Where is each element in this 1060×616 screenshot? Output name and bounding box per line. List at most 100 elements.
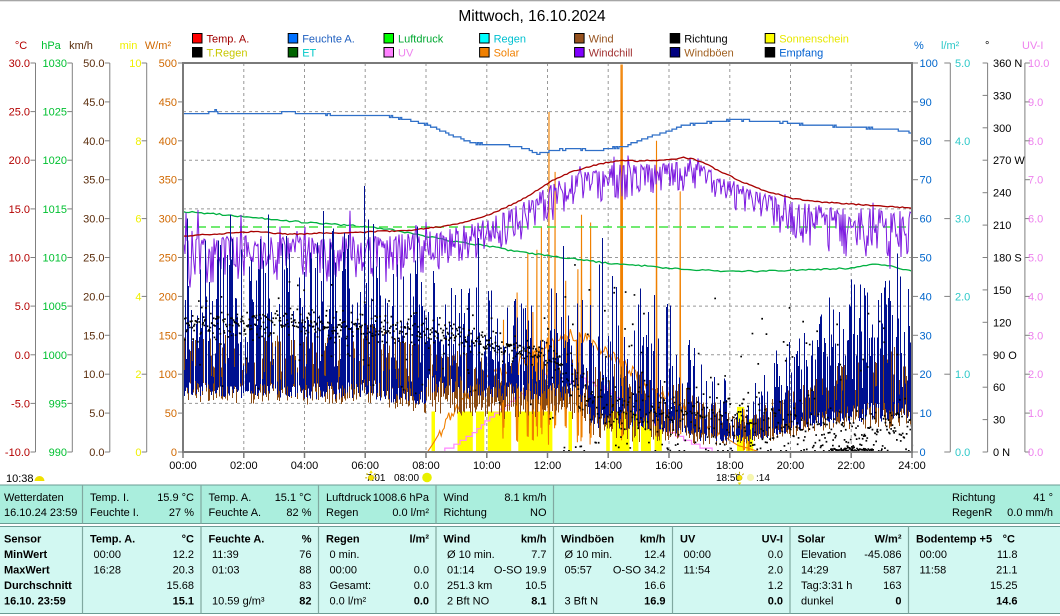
svg-text:360 N: 360 N: [993, 58, 1022, 70]
svg-text:5.0: 5.0: [1028, 253, 1043, 265]
svg-text:80: 80: [920, 136, 932, 148]
svg-text:Richtung: Richtung: [444, 507, 487, 519]
svg-text:RegenR: RegenR: [952, 507, 992, 519]
svg-text:Luftdruck: Luftdruck: [398, 34, 444, 46]
svg-text:1.0: 1.0: [955, 369, 970, 381]
svg-text:8.0: 8.0: [1028, 136, 1043, 148]
svg-text:0: 0: [895, 595, 901, 607]
svg-text:8.1 km/h: 8.1 km/h: [504, 492, 546, 504]
svg-text:Wetterdaten: Wetterdaten: [4, 492, 64, 504]
svg-text:Wind: Wind: [589, 34, 614, 46]
svg-text:0.0 l/m²: 0.0 l/m²: [392, 507, 429, 519]
svg-text:35.0: 35.0: [83, 175, 104, 187]
svg-text:16.10.24 23:59: 16.10.24 23:59: [4, 507, 77, 519]
svg-text:100: 100: [920, 58, 938, 70]
svg-text:Temp. I.: Temp. I.: [90, 492, 129, 504]
svg-text:Ø 10 min.: Ø 10 min.: [565, 549, 613, 561]
svg-text:15.25: 15.25: [990, 580, 1018, 592]
svg-text:°: °: [985, 40, 989, 52]
svg-text:00:00: 00:00: [684, 549, 712, 561]
svg-text:UV: UV: [680, 533, 696, 545]
svg-text:10: 10: [129, 58, 141, 70]
svg-text:0: 0: [135, 447, 141, 459]
svg-text:Bodentemp +5: Bodentemp +5: [916, 533, 992, 545]
svg-text:350: 350: [159, 175, 177, 187]
svg-text:UV-I: UV-I: [762, 533, 783, 545]
svg-text:50: 50: [920, 253, 932, 265]
svg-text:450: 450: [159, 97, 177, 109]
svg-text:Durchschnitt: Durchschnitt: [4, 580, 72, 592]
svg-text:15.1: 15.1: [173, 595, 194, 607]
svg-text:1.2: 1.2: [768, 580, 783, 592]
svg-text:20.0: 20.0: [83, 291, 104, 303]
svg-text:0.0: 0.0: [15, 350, 30, 362]
svg-text:30: 30: [920, 330, 932, 342]
svg-text:dunkel: dunkel: [801, 595, 833, 607]
svg-text:150: 150: [993, 285, 1011, 297]
svg-text:0.0: 0.0: [768, 595, 783, 607]
svg-text:300: 300: [993, 123, 1011, 135]
svg-text:2.0: 2.0: [955, 291, 970, 303]
svg-text:6.0: 6.0: [1028, 214, 1043, 226]
svg-text:Regen: Regen: [326, 533, 360, 545]
svg-text:Wind: Wind: [444, 533, 471, 545]
svg-text:05:57: 05:57: [565, 564, 593, 576]
svg-text:11.8: 11.8: [997, 549, 1018, 561]
svg-text:l/m²: l/m²: [941, 40, 960, 52]
svg-text:21.1: 21.1: [996, 564, 1017, 576]
svg-text:2.0: 2.0: [768, 564, 783, 576]
svg-text:Regen: Regen: [326, 507, 358, 519]
svg-text:10.0: 10.0: [83, 369, 104, 381]
svg-text:Sonnenschein: Sonnenschein: [779, 34, 849, 46]
svg-text:%: %: [914, 40, 924, 52]
svg-text:Temp. A.: Temp. A.: [90, 533, 135, 545]
svg-text:18:50: 18:50: [716, 473, 741, 484]
svg-text:76: 76: [299, 549, 311, 561]
svg-text:00:00: 00:00: [330, 564, 358, 576]
svg-text:06:00: 06:00: [351, 460, 379, 472]
svg-text:100: 100: [159, 369, 177, 381]
svg-text:0: 0: [171, 447, 177, 459]
svg-text:82: 82: [299, 595, 311, 607]
svg-text:20.0: 20.0: [9, 155, 30, 167]
svg-text:hPa: hPa: [41, 40, 61, 52]
svg-text:200: 200: [159, 291, 177, 303]
svg-text:210: 210: [993, 220, 1011, 232]
svg-text:25.0: 25.0: [9, 107, 30, 119]
svg-text:400: 400: [159, 136, 177, 148]
svg-text:10:38: 10:38: [6, 473, 34, 485]
svg-text:4: 4: [135, 291, 141, 303]
svg-text:%: %: [302, 533, 312, 545]
svg-text:90 O: 90 O: [993, 350, 1017, 362]
svg-text:Richtung: Richtung: [684, 34, 727, 46]
svg-text:22:00: 22:00: [837, 460, 865, 472]
svg-text:587: 587: [883, 564, 901, 576]
svg-text:0.0: 0.0: [955, 447, 970, 459]
svg-text:8: 8: [135, 136, 141, 148]
svg-text:l/m²: l/m²: [409, 533, 429, 545]
svg-text:O-SO 34.2: O-SO 34.2: [613, 564, 666, 576]
svg-text:88: 88: [299, 564, 311, 576]
svg-text:Feuchte A.: Feuchte A.: [209, 507, 262, 519]
svg-text:60: 60: [920, 214, 932, 226]
svg-text:990: 990: [49, 447, 67, 459]
svg-text:4.0: 4.0: [1028, 291, 1043, 303]
svg-text:-10.0: -10.0: [5, 447, 30, 459]
svg-text:2.0: 2.0: [1028, 369, 1043, 381]
svg-text:Feuchte A.: Feuchte A.: [302, 34, 355, 46]
svg-text:10:00: 10:00: [473, 460, 501, 472]
svg-text:20.3: 20.3: [173, 564, 194, 576]
svg-text:Elevation: Elevation: [801, 549, 846, 561]
svg-text:Windböen: Windböen: [684, 48, 734, 60]
svg-text:Empfang: Empfang: [779, 48, 823, 60]
svg-text:4.0: 4.0: [955, 136, 970, 148]
svg-text:°C: °C: [182, 533, 194, 545]
svg-text:Tag:3:31 h: Tag:3:31 h: [801, 580, 852, 592]
svg-text:60: 60: [993, 382, 1005, 394]
svg-text:250: 250: [159, 253, 177, 265]
svg-text:Richtung: Richtung: [952, 492, 995, 504]
svg-text:11:58: 11:58: [920, 564, 947, 576]
svg-text:T.Regen: T.Regen: [207, 48, 248, 60]
svg-text:0 min.: 0 min.: [330, 549, 360, 561]
svg-text:1008.6 hPa: 1008.6 hPa: [373, 492, 430, 504]
